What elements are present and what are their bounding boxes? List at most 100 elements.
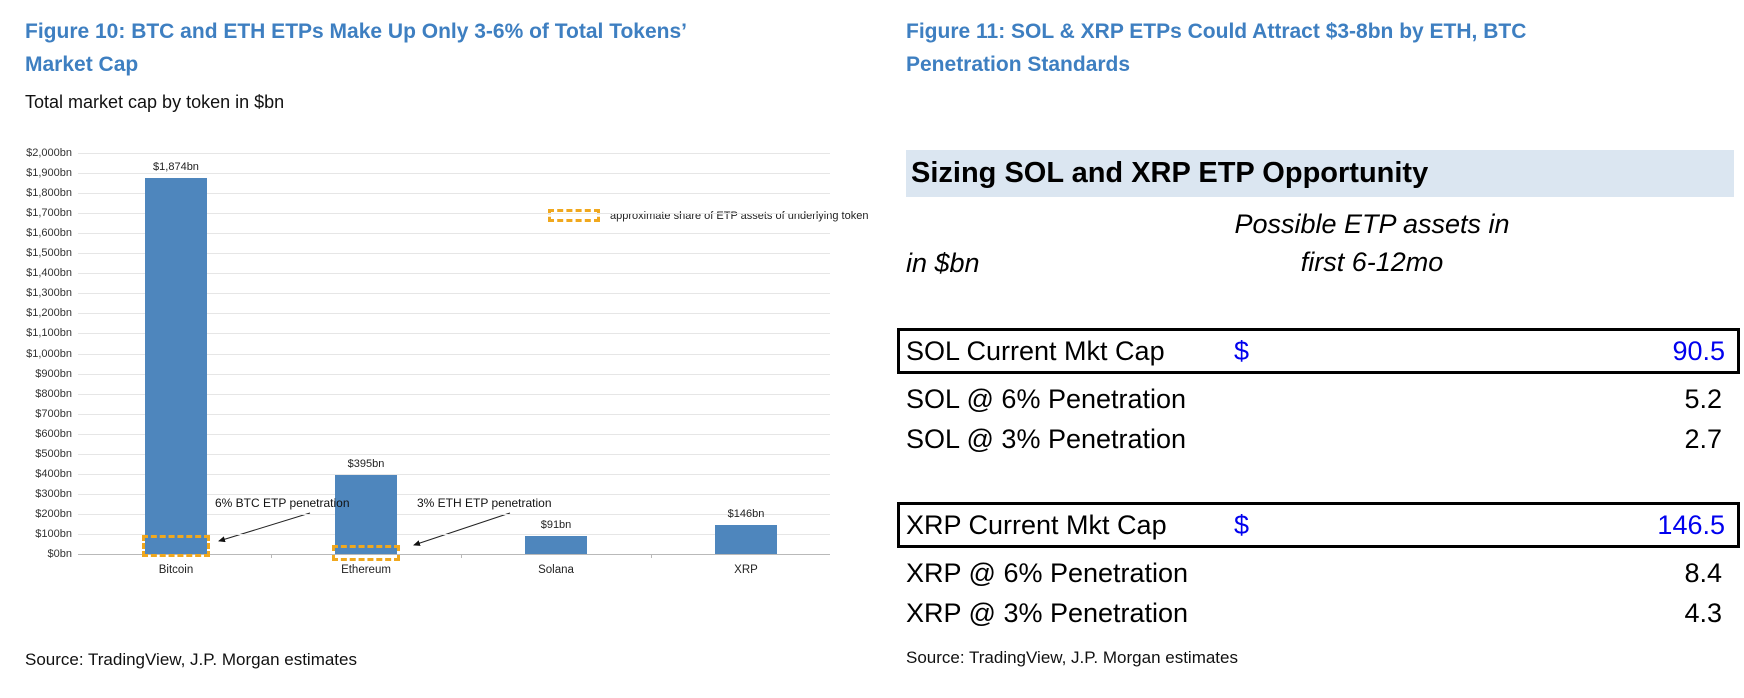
row-label: XRP Current Mkt Cap xyxy=(906,510,1167,540)
table-row: XRP @ 3% Penetration 4.3 xyxy=(906,593,1734,633)
bar-bitcoin xyxy=(145,178,207,554)
y-tick-label: $1,900bn xyxy=(26,167,72,180)
bar-xrp xyxy=(715,524,777,554)
gridline xyxy=(78,253,830,255)
gridline xyxy=(78,233,830,235)
y-tick-label: $300bn xyxy=(35,487,72,500)
bar-value-label: $395bn xyxy=(347,457,385,470)
category-label: Bitcoin xyxy=(158,564,194,576)
table-row: SOL @ 3% Penetration 2.7 xyxy=(906,419,1734,459)
row-currency-symbol: $ xyxy=(1234,510,1250,540)
y-tick-label: $800bn xyxy=(35,387,72,400)
figure-10-panel: Figure 10: BTC and ETH ETPs Make Up Only… xyxy=(25,16,868,669)
figure-10-title-line-2: Market Cap xyxy=(25,52,139,76)
gridline xyxy=(78,413,830,415)
gridline xyxy=(78,273,830,275)
gridline xyxy=(78,173,830,175)
row-label: XRP @ 3% Penetration xyxy=(906,598,1189,628)
category-label: Ethereum xyxy=(341,564,391,576)
x-axis-tick xyxy=(271,554,272,558)
legend-label: approximate share of ETP assets of under… xyxy=(610,209,869,222)
y-tick-label: $1,400bn xyxy=(26,267,72,280)
row-label: SOL @ 6% Penetration xyxy=(906,384,1187,414)
column-header-line-2: first 6-12mo xyxy=(1300,247,1444,277)
x-axis-tick xyxy=(651,554,652,558)
dashed-box-legend-swatch xyxy=(548,209,600,222)
figure-10-title-line-1: Figure 10: BTC and ETH ETPs Make Up Only… xyxy=(25,20,687,43)
row-value: 4.3 xyxy=(1684,598,1722,628)
figure-11-panel: Figure 11: SOL & XRP ETPs Could Attract … xyxy=(872,0,1744,698)
y-tick-label: $900bn xyxy=(35,367,72,380)
y-tick-label: $600bn xyxy=(35,427,72,440)
table-title: Sizing SOL and XRP ETP Opportunity xyxy=(906,150,1734,197)
gridline xyxy=(78,433,830,435)
y-tick-label: $1,100bn xyxy=(26,327,72,340)
gridline xyxy=(78,453,830,455)
category-label: Solana xyxy=(538,564,574,576)
btc-annotation-arrow xyxy=(218,512,311,543)
row-label: SOL @ 3% Penetration xyxy=(906,424,1187,454)
y-tick-label: $500bn xyxy=(35,447,72,460)
annotation-label: 6% BTC ETP penetration xyxy=(215,496,350,510)
gridline xyxy=(78,333,830,335)
figure-11-title-line-2: Penetration Standards xyxy=(906,52,1131,76)
figure-11-content: Figure 11: SOL & XRP ETPs Could Attract … xyxy=(897,0,1740,698)
table-unit-label: in $bn xyxy=(906,248,980,278)
figure-11-title-line-1: Figure 11: SOL & XRP ETPs Could Attract … xyxy=(906,20,1527,43)
figure-11-source: Source: TradingView, J.P. Morgan estimat… xyxy=(906,648,1238,667)
etp-share-highlight-box xyxy=(142,535,210,557)
gridline xyxy=(78,554,830,555)
y-tick-label: $2,000bn xyxy=(26,147,72,159)
row-value: 8.4 xyxy=(1684,558,1722,588)
gridline xyxy=(78,193,830,195)
gridline xyxy=(78,473,830,475)
figure-11-title: Figure 11: SOL & XRP ETPs Could Attract … xyxy=(906,16,1526,82)
table-column-header: Possible ETP assets in first 6-12mo xyxy=(1112,205,1632,281)
column-header-line-1: Possible ETP assets in xyxy=(1234,209,1510,239)
x-axis-tick xyxy=(461,554,462,558)
y-tick-label: $100bn xyxy=(35,527,72,540)
row-label: XRP @ 6% Penetration xyxy=(906,558,1189,588)
row-currency-symbol: $ xyxy=(1234,336,1250,366)
figure-10-source: Source: TradingView, J.P. Morgan estimat… xyxy=(25,650,357,669)
y-tick-label: $1,500bn xyxy=(26,247,72,260)
table-row: SOL Current Mkt Cap $90.5 xyxy=(897,328,1740,374)
gridline xyxy=(78,533,830,535)
gridline xyxy=(78,313,830,315)
y-tick-label: $0bn xyxy=(47,548,72,560)
y-tick-label: $1,600bn xyxy=(26,227,72,240)
etp-share-highlight-box xyxy=(332,545,400,561)
bar-ethereum xyxy=(335,474,397,554)
gridline xyxy=(78,293,830,295)
bar-value-label: $146bn xyxy=(727,507,765,520)
y-tick-label: $700bn xyxy=(35,407,72,420)
y-tick-label: $1,300bn xyxy=(26,287,72,300)
row-value: 90.5 xyxy=(1672,336,1725,366)
row-value: 146.5 xyxy=(1657,510,1725,540)
chart-legend: approximate share of ETP assets of under… xyxy=(548,209,868,222)
row-value: 2.7 xyxy=(1684,424,1722,454)
gridline xyxy=(78,213,830,215)
y-tick-label: $1,800bn xyxy=(26,187,72,200)
y-tick-label: $200bn xyxy=(35,507,72,520)
table-row: XRP Current Mkt Cap $146.5 xyxy=(897,502,1740,548)
plot-area: approximate share of ETP assets of under… xyxy=(26,147,868,576)
figure-10-title: Figure 10: BTC and ETH ETPs Make Up Only… xyxy=(25,16,687,82)
gridline xyxy=(78,493,830,495)
annotation-label: 3% ETH ETP penetration xyxy=(417,496,552,510)
y-tick-label: $1,700bn xyxy=(26,207,72,220)
gridline xyxy=(78,153,830,154)
y-tick-label: $1,000bn xyxy=(26,347,72,360)
table-row: XRP @ 6% Penetration 8.4 xyxy=(906,553,1734,593)
category-label: XRP xyxy=(734,564,758,576)
row-value: 5.2 xyxy=(1684,384,1722,414)
gridline xyxy=(78,393,830,395)
gridline xyxy=(78,353,830,355)
bar-value-label: $91bn xyxy=(540,518,572,531)
y-tick-label: $400bn xyxy=(35,467,72,480)
bar-solana xyxy=(525,535,587,554)
gridline xyxy=(78,513,830,515)
row-label: SOL Current Mkt Cap xyxy=(906,336,1165,366)
bar-value-label: $1,874bn xyxy=(153,161,199,174)
